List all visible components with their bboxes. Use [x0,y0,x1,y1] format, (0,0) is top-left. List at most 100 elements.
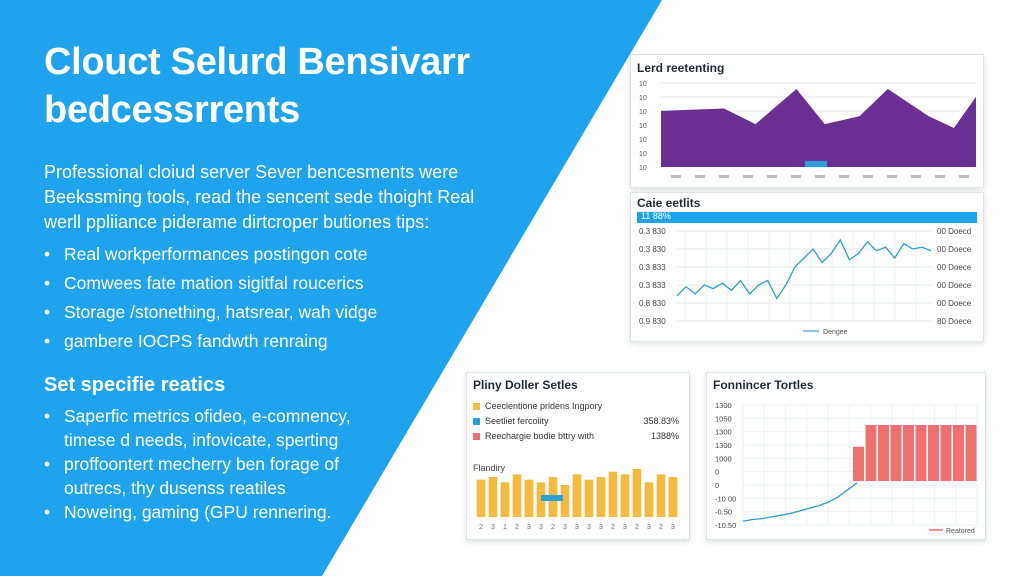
bar [500,482,510,517]
x-tick-label: 2 [479,524,483,531]
x-tick-label: 3 [647,524,651,531]
x-tick-mark [935,175,945,178]
right-tick-label: 00 Doece [937,299,972,308]
bar [965,425,977,481]
bar [953,425,964,481]
right-tick-label: 00 Doece [937,263,972,272]
range-badge [805,161,827,167]
load-area [661,89,976,167]
bar [940,425,952,481]
bar [656,474,666,517]
bar [644,482,654,517]
legend-label: Ceeclentione pridens Ingpory [485,401,603,411]
x-tick-mark [815,175,825,178]
bar [488,477,498,517]
hero-title: Clouct Selurd Bensivarr bedcessrrents [44,38,604,134]
line-chart-header-bar: 11 88% [637,211,977,223]
metrics-bullet: proffoontert mecherry ben forage of outre… [44,452,351,500]
legend-swatch [473,418,480,425]
section-heading: Set specifie reatics [44,374,226,396]
metrics-bullet: Saperfic metrics ofideo, e-comnency, time… [44,404,351,452]
line-chart-card: Caie eetlits 11 88% 0.3 830 0.3 830 0.3 83… [630,192,984,342]
x-tick-label: 3 [527,524,531,531]
x-tick-mark [959,175,969,178]
y-tick-label: 0 [715,468,719,477]
metrics-bullet-line: timese d needs, infovicate, sperting [64,430,339,450]
x-tick-label: 2 [515,524,519,531]
bar [524,479,534,517]
y-tick-label: 10 [639,165,647,172]
legend-swatch [473,433,480,440]
bar [853,446,864,481]
metrics-bullet-line: Saperfic metrics ofideo, e-comnency, [64,406,351,426]
bar [890,425,902,481]
x-tick-label: 2 [659,524,663,531]
legend-label: Reatored [946,528,975,535]
x-tick-label: 2 [551,524,555,531]
y-tick-label: 10 [639,151,647,158]
right-tick-label: 00 Doecd [937,227,971,236]
x-tick-mark [911,175,921,178]
x-tick-label: 2 [611,524,615,531]
bar [596,477,606,517]
combo-chart-title: Fonnincer Tortles [713,378,814,392]
left-tick-label: 0.3 830 [639,245,666,254]
legend-swatch [473,403,480,410]
y-tick-label: 10 [639,123,647,130]
bar [584,479,594,517]
bar [572,474,582,517]
y-tick-label: 10 [639,81,647,88]
bar [903,425,914,481]
bar-chart: 2 3 1 2 3 3 2 3 3 3 3 2 3 2 3 2 3 [476,469,678,531]
intro-line: werll ppliiance piderame dirtcroper buti… [44,212,430,232]
metrics-bullet-line: proffoontert mecherry ben forage of [64,454,339,474]
bar-chart-title: Pliny Doller Setles [473,378,578,392]
x-tick-label: 3 [623,524,627,531]
intro-line: Professional cloiud server Sever bencesm… [44,162,459,182]
combo-chart: 1300 1050 1300 1300 1000 0 0 -10 00 -0.50 -10.50 R… [715,401,978,535]
left-tick-label: 0.3 833 [639,263,666,272]
bar-chart-card: Pliny Doller Setles Ceeclentione pridens… [466,372,690,540]
left-tick-label: 0.3 830 [639,227,666,236]
left-tick-label: 0.8 830 [639,299,666,308]
intro-line: Beekssming tools, read the sencent sede … [44,187,475,207]
right-tick-label: 00 Doece [937,281,972,290]
left-tick-label: 0.3 833 [639,281,666,290]
feature-bullet: gambere IOCPS fandwth renraing [44,327,377,356]
x-tick-mark [695,175,705,178]
x-tick-label: 3 [599,524,603,531]
y-tick-label: 10 [639,137,647,144]
x-tick-label: 3 [587,524,591,531]
metrics-bullet-list: Saperfic metrics ofideo, e-comnency, time… [44,404,351,524]
y-tick-label: 1050 [715,414,732,423]
hero-title-line2: bedcessrrents [44,89,300,131]
series-line [676,238,932,300]
x-tick-mark [671,175,681,178]
bar [476,479,486,517]
legend-item: Reechargie bodie bttry with 1388% [473,431,683,443]
y-tick-label: 1300 [715,401,732,410]
x-tick-label: 1 [503,524,507,531]
load-chart-title: Lerd reetenting [637,61,725,75]
y-tick-label: -10.50 [715,521,736,530]
bar [620,474,630,517]
feature-bullet: Real workperformances postingon cote [44,240,377,269]
legend-item: Seetliet fercoiity 358.83% [473,416,683,428]
hero-title-line1: Clouct Selurd Bensivarr [44,41,470,83]
x-tick-mark [767,175,777,178]
bar [878,425,889,481]
y-tick-label: 0 [715,481,719,490]
bar-chart-sublabel: Flandiry [473,463,506,473]
line-chart-title: Caie eetlits [637,196,701,210]
right-tick-label: 00 Doece [937,245,972,254]
intro-paragraph: Professional cloiud server Sever bencesm… [44,160,514,235]
legend-value: 1388% [650,431,679,441]
load-chart-card: Lerd reetenting 10 10 10 10 10 10 10 [630,54,984,188]
y-tick-label: 1000 [715,454,732,463]
x-tick-label: 3 [491,524,495,531]
x-tick-mark [719,175,729,178]
legend-item: Ceeclentione pridens Ingpory [473,401,683,413]
x-tick-mark [863,175,873,178]
x-tick-mark [743,175,753,178]
bar [608,471,618,517]
